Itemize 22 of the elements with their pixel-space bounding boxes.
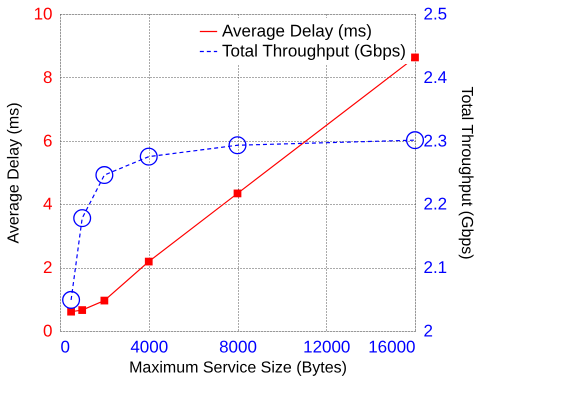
x-tick-label: 4000 (130, 338, 168, 356)
legend-label: Average Delay (ms) (222, 22, 372, 40)
legend-label: Total Throughput (Gbps) (222, 42, 406, 60)
y-tick-label: 10 (34, 4, 52, 24)
y-axis-title: Average Delay (ms) (6, 102, 23, 244)
y-tick-label: 0 (43, 322, 52, 340)
x-axis-title: Maximum Service Size (Bytes) (129, 360, 347, 376)
y-tick-label: 2 (43, 258, 52, 278)
y2-tick-label: 2.5 (424, 4, 448, 24)
x-tick-label: 16000 (368, 338, 416, 356)
x-tick-label: 0 (60, 338, 70, 356)
y2-tick-label: 2.3 (424, 131, 448, 150)
y2-tick-label: 2.1 (424, 258, 448, 278)
y2-tick-label: 2.2 (424, 194, 448, 214)
x-tick-label: 12000 (303, 338, 350, 356)
y2-tick-label: 2 (424, 322, 433, 340)
y-tick-label: 6 (43, 131, 52, 150)
x-tick-label: 8000 (219, 338, 257, 356)
y-tick-label: 4 (43, 194, 52, 214)
y2-axis-title: Total Throughput (Gbps) (458, 86, 476, 260)
y2-tick-label: 2.4 (424, 68, 448, 87)
y-tick-label: 8 (43, 68, 52, 87)
